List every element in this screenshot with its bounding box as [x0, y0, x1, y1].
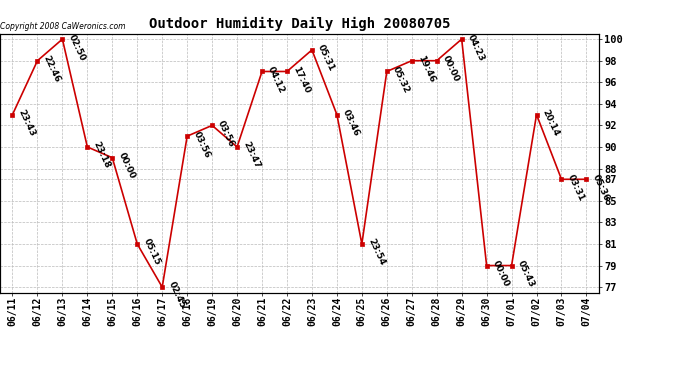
Text: 20:14: 20:14 [541, 108, 561, 138]
Text: 05:31: 05:31 [316, 44, 336, 73]
Text: 03:56: 03:56 [191, 130, 212, 159]
Text: 03:31: 03:31 [566, 173, 586, 202]
Text: 02:45: 02:45 [166, 280, 186, 310]
Text: 05:15: 05:15 [141, 237, 161, 267]
Text: 03:46: 03:46 [341, 108, 362, 138]
Text: 19:46: 19:46 [416, 54, 436, 84]
Text: 05:43: 05:43 [515, 259, 536, 289]
Text: 23:18: 23:18 [92, 140, 112, 170]
Text: 23:47: 23:47 [241, 140, 262, 170]
Text: 23:43: 23:43 [17, 108, 37, 138]
Text: 03:56: 03:56 [216, 119, 237, 148]
Text: 23:54: 23:54 [366, 237, 386, 267]
Text: 00:00: 00:00 [117, 151, 137, 180]
Text: 02:50: 02:50 [66, 33, 87, 62]
Text: 22:46: 22:46 [41, 54, 62, 84]
Text: 05:36: 05:36 [591, 173, 611, 202]
Text: 00:00: 00:00 [491, 259, 511, 288]
Text: 17:40: 17:40 [291, 65, 311, 95]
Text: 04:23: 04:23 [466, 33, 486, 62]
Text: 04:12: 04:12 [266, 65, 286, 94]
Text: 00:00: 00:00 [441, 54, 461, 83]
Text: Copyright 2008 CaWeronics.com: Copyright 2008 CaWeronics.com [0, 22, 126, 31]
Title: Outdoor Humidity Daily High 20080705: Outdoor Humidity Daily High 20080705 [149, 17, 450, 31]
Text: 05:32: 05:32 [391, 65, 411, 94]
